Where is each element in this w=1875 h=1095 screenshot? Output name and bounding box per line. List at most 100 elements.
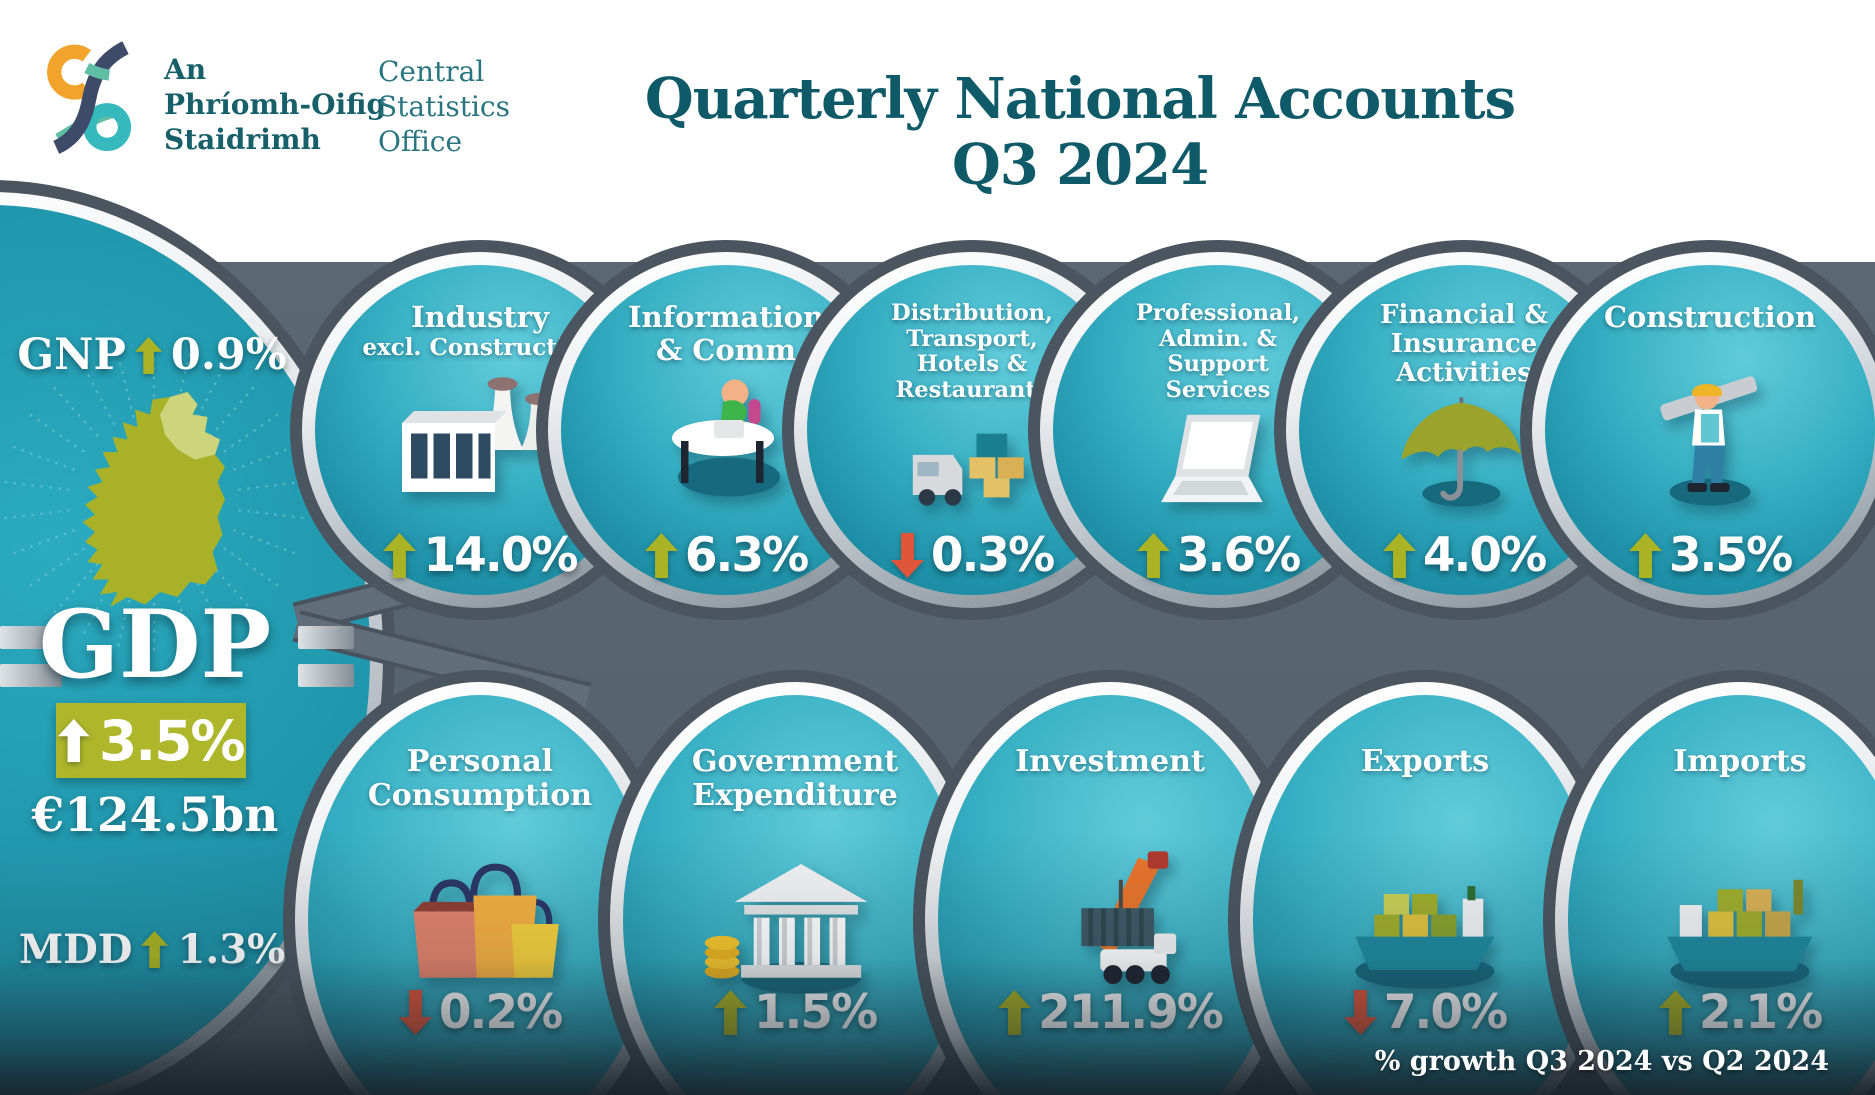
page-title: Quarterly National Accounts Q3 2024 [644, 66, 1516, 198]
sector-title-line: Government [691, 744, 899, 779]
sector-title-line: Transport, [906, 325, 1038, 352]
sector-value: 2.1% [1548, 985, 1875, 1040]
northern-ireland-region [160, 392, 220, 460]
logo-english-line: Central [378, 55, 485, 88]
sector-title: Government Expenditure [603, 745, 987, 813]
sector-title-line: Imports [1673, 744, 1807, 779]
ireland-map [0, 332, 310, 672]
ship-import-icon [1568, 845, 1875, 1003]
sector-title: Personal Consumption [288, 745, 672, 813]
up-arrow-icon [1658, 990, 1692, 1035]
logo-text-english: Central Statistics Office [378, 54, 510, 159]
sector-title-line: Consumption [367, 778, 593, 813]
up-arrow-icon [383, 533, 417, 578]
mdd-value: 1.3% [177, 926, 286, 973]
sector-value: 3.6% [1033, 528, 1403, 583]
up-arrow-icon [998, 990, 1032, 1035]
sector-title-line: Expenditure [692, 778, 898, 813]
up-arrow-icon [141, 931, 169, 968]
sector-value: 14.0% [295, 528, 665, 583]
sector-title-line: Insurance [1390, 329, 1538, 359]
sector-title-line: Support [1167, 351, 1269, 377]
sector-title-line: Activities [1396, 358, 1532, 388]
up-arrow-icon [1382, 533, 1416, 578]
sector-title-line: Investment [1015, 744, 1205, 779]
logo-irish-line: Staidrimh [164, 123, 321, 156]
connector-bars-right [298, 626, 354, 649]
sector-title-line: Personal [406, 744, 554, 779]
connector-bars-left [0, 626, 62, 649]
mdd-label: MDD [18, 926, 133, 973]
sector-title-line: Professional, [1136, 300, 1300, 326]
sector-value-number: 2.1% [1698, 985, 1823, 1040]
logo-irish-line: Phríomh-Oifig [164, 88, 387, 121]
gnp-value: 0.9% [170, 330, 287, 380]
sector-content: Imports 2.1% [1568, 695, 1875, 1095]
sector-title: Exports [1233, 745, 1617, 779]
logo-text-irish: An Phríomh-Oifig Staidrimh [164, 52, 386, 157]
sector-value: 3.5% [1525, 528, 1875, 583]
up-arrow-icon [134, 336, 162, 374]
sector-title-line: Distribution, [891, 300, 1053, 326]
sector-value-number: 3.6% [1176, 528, 1301, 583]
sector-title: Professional, Admin. & Support Services [1033, 300, 1403, 403]
sector-title: Construction [1525, 301, 1875, 334]
gdp-amount: €124.5bn [31, 788, 279, 843]
sector-title: Financial & Insurance Activities [1279, 301, 1649, 388]
connector-bars-left [0, 664, 62, 687]
sector-title-line: Exports [1360, 744, 1490, 779]
down-arrow-icon [398, 990, 432, 1035]
sector-circle-imports: Imports 2.1% [1543, 670, 1875, 1095]
sector-title-line: Restaurants [895, 376, 1049, 403]
gdp-growth-badge: 3.5% [56, 703, 246, 778]
umbrella-icon [1299, 387, 1629, 517]
sector-value-number: 0.2% [438, 985, 563, 1040]
sector-title-line: Construction [1603, 300, 1817, 334]
gnp-stat: GNP 0.9% [17, 330, 286, 380]
sector-value: 6.3% [541, 528, 911, 583]
sector-title: Investment [918, 745, 1302, 779]
sector-value-number: 211.9% [1038, 985, 1224, 1040]
sector-title-line: Information [627, 300, 825, 334]
sector-title: Distribution, Transport, Hotels & Restauran… [787, 300, 1157, 403]
logo-english-line: Statistics [378, 90, 510, 123]
gdp-growth-value: 3.5% [98, 708, 246, 773]
up-arrow-icon [58, 719, 90, 762]
sector-value-number: 6.3% [684, 528, 809, 583]
sector-title-line: Industry [411, 300, 549, 334]
sector-title-line: Hotels & [916, 351, 1028, 377]
up-arrow-icon [713, 990, 747, 1035]
desk-worker-icon [561, 363, 891, 513]
sector-value-number: 4.0% [1422, 528, 1547, 583]
header: An Phríomh-Oifig Staidrimh Central Stati… [0, 0, 1875, 262]
sector-title-line: Services [1165, 376, 1271, 403]
factory-icon [315, 363, 645, 513]
sector-title: Information & Comm [541, 301, 911, 367]
sector-value-number: 3.5% [1668, 528, 1793, 583]
mdd-stat: MDD 1.3% [18, 926, 285, 973]
connector-bars-right [298, 664, 354, 687]
sector-title-line: & Comm [655, 333, 797, 367]
laptop-icon [1053, 403, 1383, 521]
cso-logo-icon [42, 36, 154, 156]
up-arrow-icon [1628, 533, 1662, 578]
down-arrow-icon [1343, 990, 1377, 1035]
sector-content: Distribution, Transport, Hotels & Restauran… [807, 265, 1137, 595]
sector-value-number: 1.5% [753, 985, 878, 1040]
logo-irish-line: An [164, 53, 207, 86]
gnp-label: GNP [17, 330, 126, 380]
construction-worker-icon [1545, 363, 1875, 513]
sector-value-number: 7.0% [1383, 985, 1508, 1040]
up-arrow-icon [644, 533, 678, 578]
sector-content: Information & Comm 6.3% [561, 265, 891, 595]
footer-note: % growth Q3 2024 vs Q2 2024 [1374, 1046, 1829, 1077]
sector-content: Construction 3.5% [1545, 265, 1875, 595]
sector-title-line: Financial & [1380, 300, 1548, 330]
sector-title-line: Admin. & [1159, 325, 1277, 352]
sector-content: Professional, Admin. & Support Services 3.6% [1053, 265, 1383, 595]
down-arrow-icon [890, 533, 924, 578]
up-arrow-icon [1136, 533, 1170, 578]
truck-boxes-icon [807, 403, 1137, 521]
sector-title: Imports [1548, 745, 1875, 779]
